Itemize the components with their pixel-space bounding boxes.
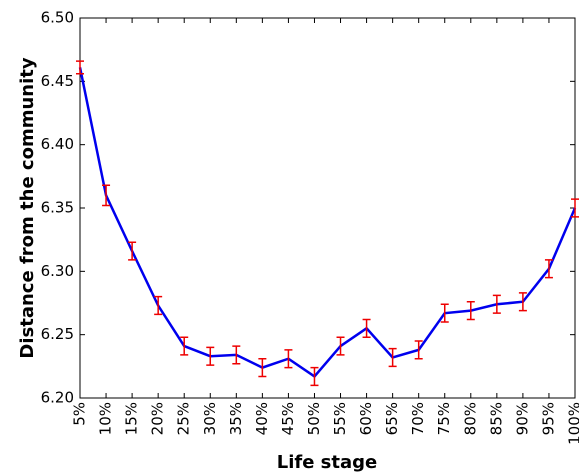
error-bar xyxy=(128,241,137,261)
error-bar xyxy=(258,357,267,378)
y-tick-label: 6.20 xyxy=(41,389,74,407)
x-tick-label: 95% xyxy=(539,402,557,435)
error-bar xyxy=(492,294,501,314)
error-bar xyxy=(362,318,371,338)
x-tick-label: 15% xyxy=(123,402,141,435)
error-bar xyxy=(154,295,163,316)
x-tick-label: 30% xyxy=(201,402,219,435)
error-bar xyxy=(518,292,527,312)
error-bar xyxy=(232,345,241,365)
x-tick-label: 45% xyxy=(279,402,297,435)
y-tick-label: 6.40 xyxy=(41,135,74,153)
error-bar xyxy=(440,303,449,323)
data-line xyxy=(78,67,577,379)
x-axis-title: Life stage xyxy=(277,452,378,473)
error-bar xyxy=(180,336,189,356)
error-bar xyxy=(102,184,111,207)
x-tick-label: 5% xyxy=(71,402,89,426)
y-tick-label: 6.30 xyxy=(41,262,74,280)
x-tick-label: 20% xyxy=(149,402,167,435)
y-tick-label: 6.35 xyxy=(41,199,74,217)
x-tick-label: 25% xyxy=(175,402,193,435)
y-tick-label: 6.25 xyxy=(41,325,74,343)
error-bar xyxy=(466,300,475,321)
x-tick-label: 85% xyxy=(487,402,505,435)
x-tick-label: 10% xyxy=(97,402,115,435)
error-bar xyxy=(336,336,345,356)
y-axis-title: Distance from the community xyxy=(17,57,38,358)
x-tick-label: 100% xyxy=(566,402,579,445)
error-bar xyxy=(544,259,553,279)
x-tick-label: 50% xyxy=(305,402,323,435)
error-bar xyxy=(310,366,319,387)
x-tick-label: 65% xyxy=(383,402,401,435)
error-bar xyxy=(388,347,397,368)
x-tick-label: 90% xyxy=(513,402,531,435)
x-tick-label: 40% xyxy=(253,402,271,435)
error-bar xyxy=(414,340,423,360)
error-bar xyxy=(206,346,215,366)
error-bar xyxy=(284,349,293,369)
error-bar xyxy=(571,198,579,218)
x-tick-label: 35% xyxy=(227,402,245,435)
x-tick-label: 80% xyxy=(461,402,479,435)
x-tick-label: 60% xyxy=(357,402,375,435)
x-tick-label: 75% xyxy=(435,402,453,435)
y-tick-label: 6.45 xyxy=(41,72,74,90)
plot-frame xyxy=(79,17,576,399)
x-tick-label: 70% xyxy=(409,402,427,435)
x-tick-label: 55% xyxy=(331,402,349,435)
error-bar xyxy=(76,60,84,75)
y-tick-label: 6.50 xyxy=(41,9,74,27)
